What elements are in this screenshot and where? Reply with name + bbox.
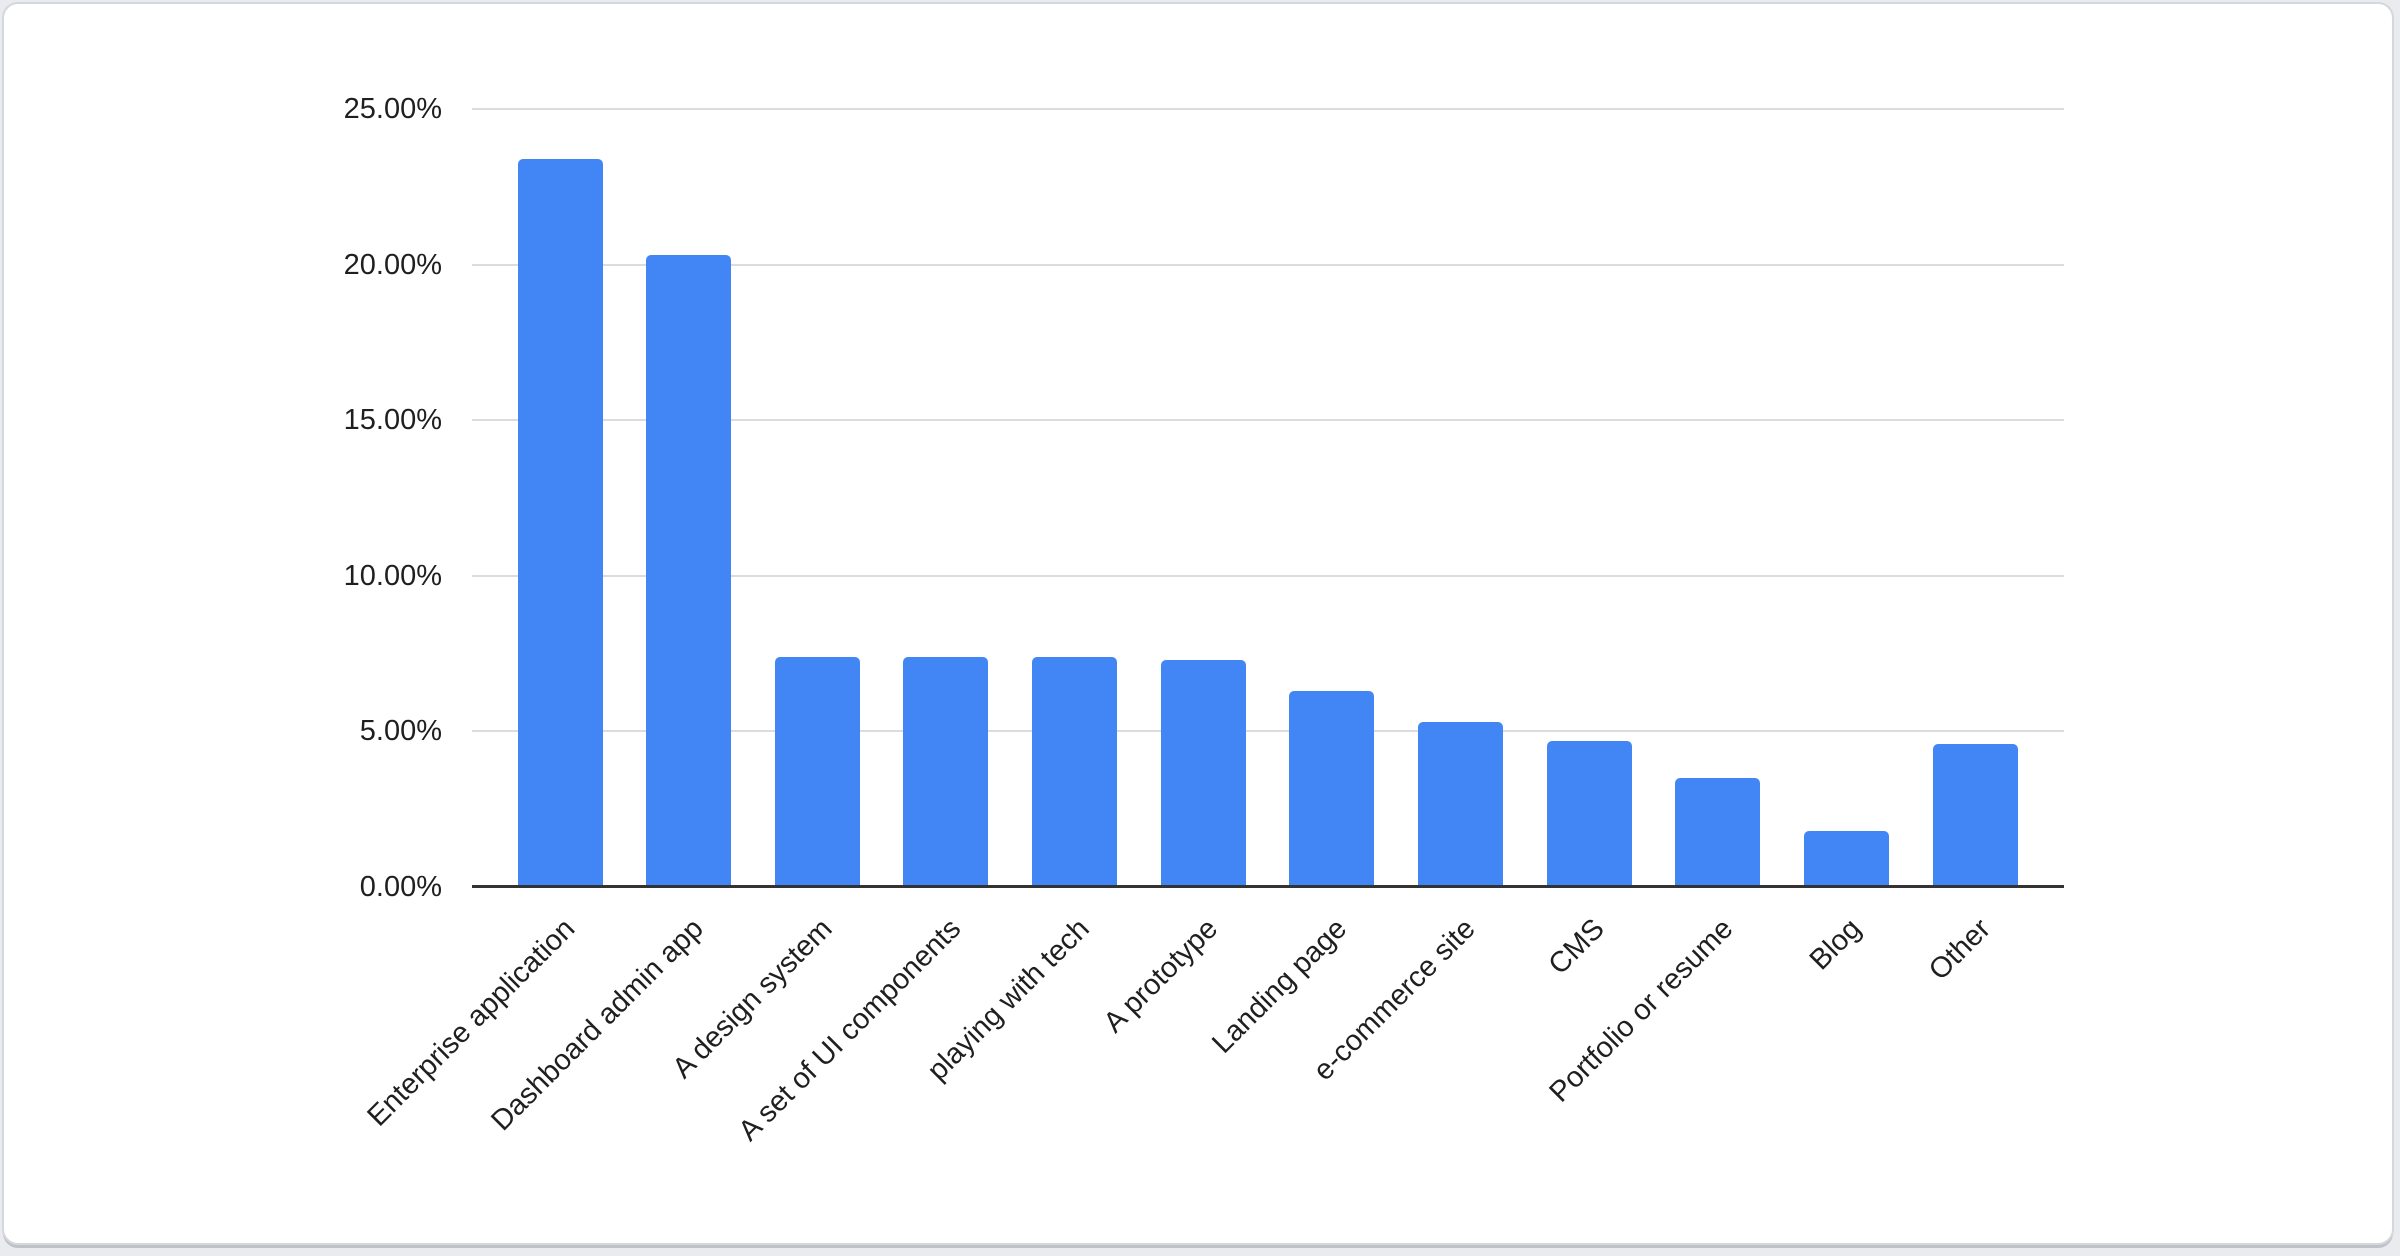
x-axis-category-label: A prototype: [1098, 912, 1225, 1040]
bar[interactable]: [517, 158, 603, 887]
x-axis-category-label: CMS: [1542, 912, 1611, 981]
gridline: [472, 263, 2064, 266]
y-axis-tick-label: 5.00%: [359, 715, 442, 748]
bar[interactable]: [1160, 659, 1246, 887]
x-axis-category-label: Dashboard admin app: [485, 912, 710, 1138]
bar[interactable]: [1546, 740, 1632, 887]
x-axis-category-label: A set of UI components: [732, 912, 968, 1148]
bar-chart: 0.00% 5.00% 10.00% 15.00% 20.00% 25.00% Enter…: [4, 4, 2392, 1243]
bar[interactable]: [903, 656, 989, 887]
bar[interactable]: [1417, 722, 1503, 887]
y-axis-tick-label: 25.00%: [343, 93, 442, 125]
bar[interactable]: [646, 255, 732, 887]
y-axis-tick-label: 15.00%: [343, 404, 442, 437]
gridline: [472, 108, 2064, 110]
bar[interactable]: [1932, 743, 2018, 887]
x-axis-category-label: Enterprise application: [361, 912, 582, 1133]
bar[interactable]: [1675, 778, 1761, 887]
y-axis-tick-label: 10.00%: [343, 559, 442, 592]
y-axis-tick-label: 20.00%: [343, 248, 442, 281]
gridline: [472, 574, 2064, 577]
bar[interactable]: [1032, 656, 1118, 887]
x-axis-category-label: Blog: [1804, 912, 1868, 977]
x-axis-category-label: Other: [1922, 912, 1997, 987]
y-axis-tick-label: 0.00%: [359, 871, 442, 903]
bar[interactable]: [1803, 830, 1889, 887]
gridline: [472, 419, 2064, 422]
bar[interactable]: [1289, 690, 1375, 887]
gridline: [472, 730, 2064, 733]
x-axis-line: [472, 885, 2064, 888]
bar[interactable]: [774, 656, 860, 887]
